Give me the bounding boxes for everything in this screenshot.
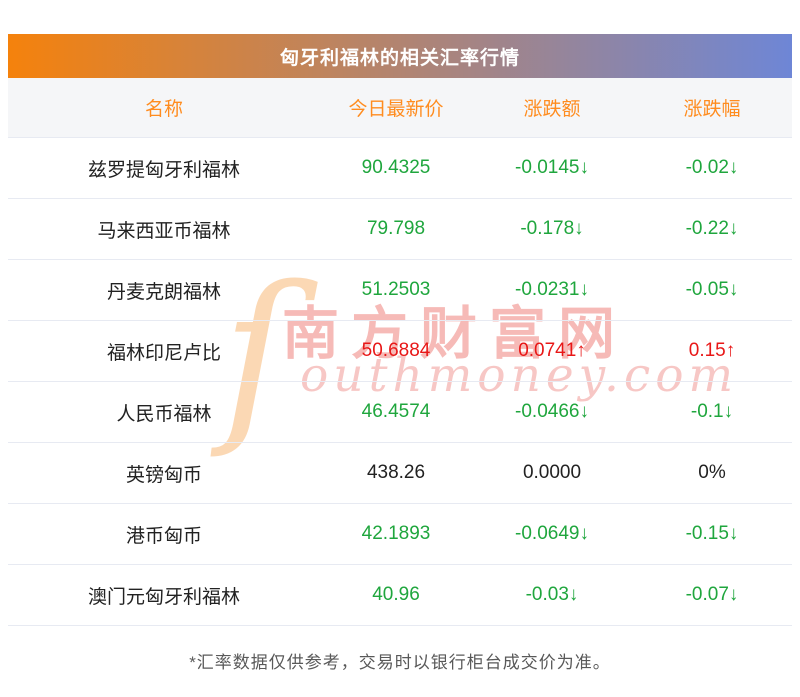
cell-pct: -0.07↓	[685, 584, 739, 605]
header-price: 今日最新价	[348, 99, 444, 120]
table-row: 丹麦克朗福林 51.2503 -0.0231↓ -0.05↓	[8, 260, 792, 321]
cell-name: 澳门元匈牙利福林	[87, 586, 240, 608]
cell-change: 0.0000	[522, 462, 582, 483]
table-row: 澳门元匈牙利福林 40.96 -0.03↓ -0.07↓	[8, 565, 792, 626]
table-row: 港币匈币 42.1893 -0.0649↓ -0.15↓	[8, 504, 792, 565]
cell-change: -0.0649↓	[515, 523, 589, 544]
cell-pct: 0.15↑	[688, 340, 736, 361]
cell-name: 福林印尼卢比	[106, 342, 221, 364]
cell-price: 42.1893	[361, 523, 431, 544]
cell-pct: -0.1↓	[690, 401, 734, 422]
cell-price: 438.26	[366, 462, 426, 483]
cell-change: -0.178↓	[520, 218, 584, 239]
rates-table: 匈牙利福林的相关汇率行情 名称 今日最新价 涨跌额 涨跌幅 兹罗提匈牙利福林 9…	[8, 34, 792, 626]
cell-pct: 0%	[698, 462, 726, 483]
header-change: 涨跌额	[523, 99, 581, 120]
cell-change: 0.0741↑	[518, 340, 586, 361]
cell-price: 46.4574	[361, 401, 431, 422]
table-row: 福林印尼卢比 50.6884 0.0741↑ 0.15↑	[8, 321, 792, 382]
cell-change: -0.0145↓	[515, 157, 589, 178]
cell-name: 人民币福林	[116, 403, 212, 425]
cell-name: 港币匈币	[125, 525, 202, 547]
table-row: 兹罗提匈牙利福林 90.4325 -0.0145↓ -0.02↓	[8, 138, 792, 199]
footer-note: *汇率数据仅供参考，交易时以银行柜台成交价为准。	[189, 653, 611, 672]
cell-name: 兹罗提匈牙利福林	[87, 159, 240, 181]
cell-name: 马来西亚币福林	[97, 220, 231, 242]
cell-price: 40.96	[372, 584, 420, 605]
header-name: 名称	[144, 99, 183, 120]
cell-price: 90.4325	[361, 157, 431, 178]
table-body: 兹罗提匈牙利福林 90.4325 -0.0145↓ -0.02↓ 马来西亚币福林…	[8, 138, 792, 626]
cell-name: 丹麦克朗福林	[106, 281, 221, 303]
table-header-row: 名称 今日最新价 涨跌额 涨跌幅	[8, 78, 792, 138]
table-title-bar: 匈牙利福林的相关汇率行情	[8, 34, 792, 78]
header-pct: 涨跌幅	[683, 99, 741, 120]
cell-change: -0.0231↓	[515, 279, 589, 300]
cell-change: -0.03↓	[525, 584, 579, 605]
cell-name: 英镑匈币	[125, 464, 202, 486]
cell-price: 51.2503	[361, 279, 431, 300]
table-row: 英镑匈币 438.26 0.0000 0%	[8, 443, 792, 504]
cell-price: 79.798	[366, 218, 426, 239]
table-row: 马来西亚币福林 79.798 -0.178↓ -0.22↓	[8, 199, 792, 260]
cell-pct: -0.15↓	[685, 523, 739, 544]
cell-change: -0.0466↓	[515, 401, 589, 422]
cell-pct: -0.02↓	[685, 157, 739, 178]
table-title: 匈牙利福林的相关汇率行情	[279, 47, 520, 69]
cell-price: 50.6884	[361, 340, 431, 361]
cell-pct: -0.22↓	[685, 218, 739, 239]
table-row: 人民币福林 46.4574 -0.0466↓ -0.1↓	[8, 382, 792, 443]
cell-pct: -0.05↓	[685, 279, 739, 300]
